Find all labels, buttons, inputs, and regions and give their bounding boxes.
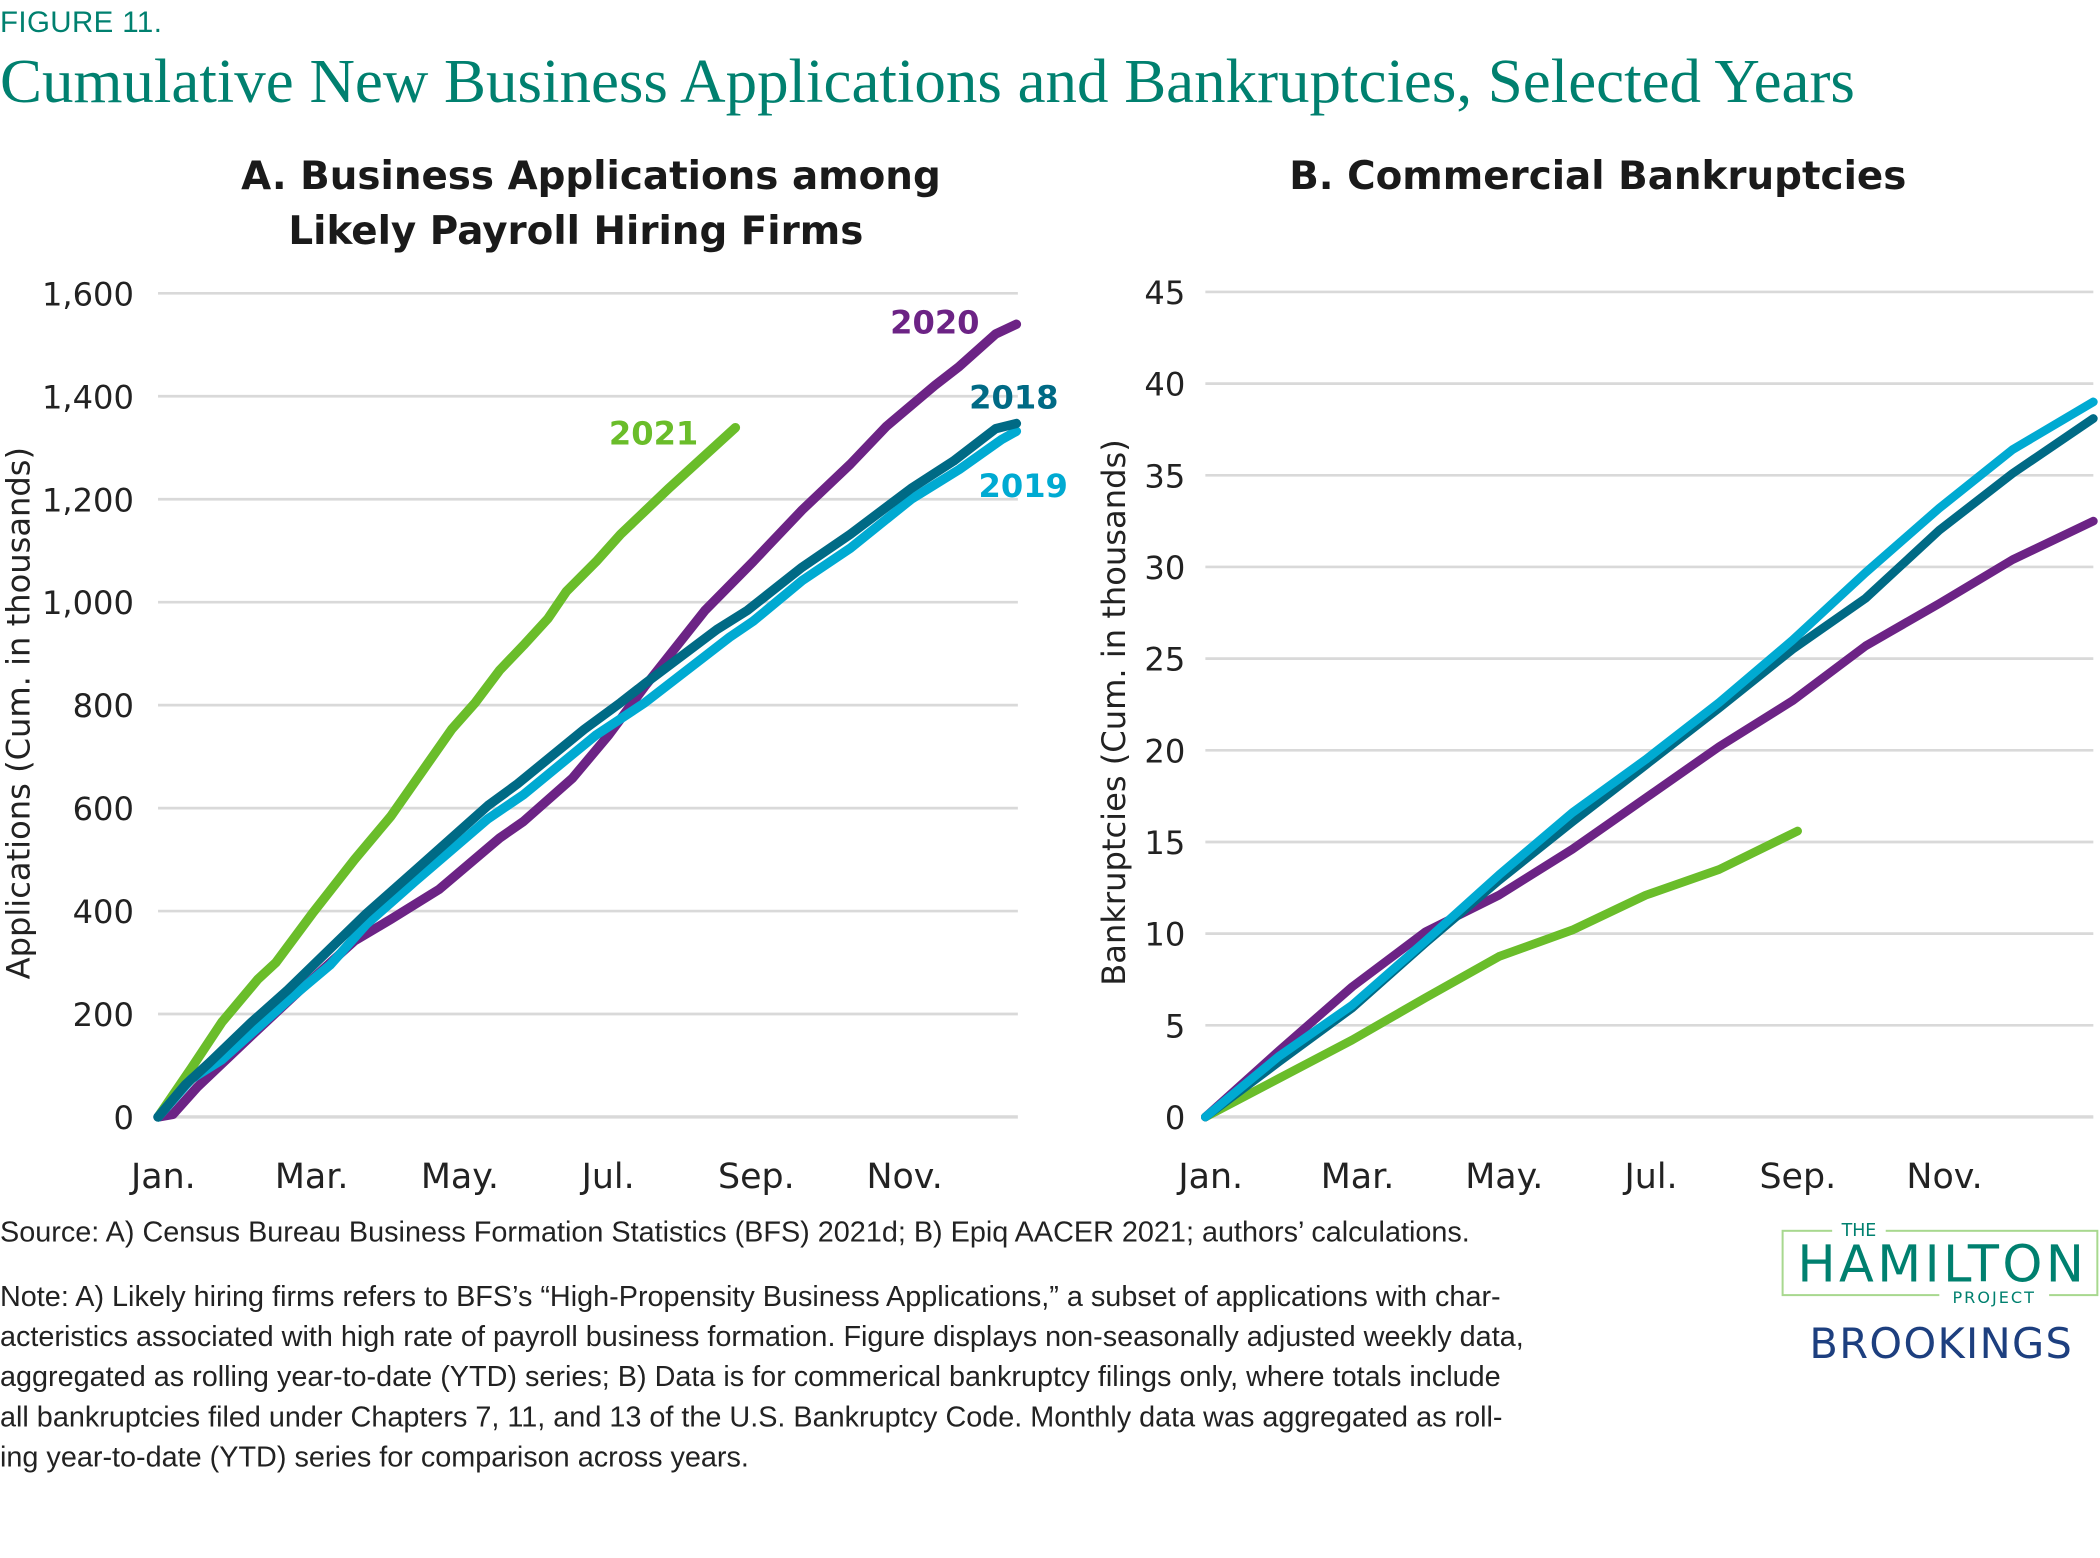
x-tick-label: May. (421, 1157, 499, 1197)
y-tick-label: 1,200 (42, 481, 134, 519)
panel-a-title: A. Business Applications among Likely Pa… (241, 149, 941, 259)
series-line-2020 (1201, 516, 2098, 1122)
x-tick-label: Jul. (580, 1157, 635, 1197)
series-label-2018: 2018 (969, 378, 1058, 416)
source-note: Source: A) Census Bureau Business Format… (0, 1216, 1470, 1249)
x-tick-label: Jan. (1176, 1157, 1243, 1197)
y-tick-label: 200 (73, 996, 134, 1034)
x-tick-label: Nov. (866, 1157, 942, 1197)
x-tick-label: Jan. (129, 1157, 196, 1197)
y-tick-label: 45 (1144, 274, 1185, 312)
y-tick-label: 1,600 (42, 275, 134, 313)
logo-brookings: BROOKINGS (1809, 1319, 2072, 1368)
x-tick-label: Sep. (1759, 1157, 1836, 1197)
figure-label: FIGURE 11. (0, 5, 163, 39)
series-line-2019 (153, 426, 1022, 1122)
y-tick-label: 20 (1144, 732, 1185, 770)
logo-hamilton: HAMILTON (1797, 1236, 2084, 1295)
logo-the: THE (1841, 1221, 1877, 1241)
panel-b-title: B. Commercial Bankruptcies (1289, 152, 1907, 199)
note-line: Note: A) Likely hiring firms refers to B… (0, 1280, 1501, 1313)
series-line-2018 (153, 418, 1022, 1122)
note-line: acteristics associated with high rate of… (0, 1320, 1524, 1353)
panel-a-title-line: A. Business Applications among (241, 152, 941, 199)
series-line-2021 (153, 422, 741, 1122)
y-tick-label: 1,000 (42, 584, 134, 622)
series-label-2020: 2020 (890, 303, 979, 341)
y-tick-label: 5 (1165, 1007, 1185, 1045)
y-tick-label: 40 (1144, 366, 1185, 404)
x-tick-label: Jul. (1622, 1157, 1677, 1197)
y-tick-label: 400 (73, 893, 134, 931)
note-line: aggregated as rolling year-to-date (YTD)… (0, 1360, 1501, 1393)
y-axis-title: Bankruptcies (Cum. in thousands) (1095, 439, 1133, 986)
note: Note: A) Likely hiring firms refers to B… (0, 1276, 1524, 1477)
x-tick-label: Nov. (1906, 1157, 1982, 1197)
series-label-2021: 2021 (609, 415, 698, 453)
y-tick-label: 600 (73, 790, 134, 828)
series-line-2019 (1201, 397, 2098, 1122)
y-tick-label: 15 (1144, 824, 1185, 862)
figure-title: Cumulative New Business Applications and… (0, 46, 1855, 117)
y-tick-label: 800 (73, 687, 134, 725)
y-axis-title: Applications (Cum. in thousands) (0, 447, 37, 979)
x-tick-label: Mar. (1321, 1157, 1395, 1197)
y-tick-label: 0 (113, 1099, 133, 1137)
y-tick-label: 1,400 (42, 378, 134, 416)
panel-a-chart: 0 200 400 600 800 1,000 1,200 1,400 1,600 Jan. Mar… (0, 275, 1022, 1197)
y-tick-label: 35 (1144, 457, 1185, 495)
series-line-2021 (1201, 826, 1802, 1122)
logo-project: PROJECT (1952, 1288, 2035, 1307)
y-tick-label: 10 (1144, 916, 1185, 954)
panel-a-title-line: Likely Payroll Hiring Firms (288, 207, 864, 254)
hamilton-brookings-logo: THE HAMILTON PROJECT BROOKINGS (1781, 1221, 2099, 1368)
y-tick-label: 25 (1144, 641, 1185, 679)
x-tick-label: Mar. (275, 1157, 349, 1197)
note-line: ing year-to-date (YTD) series for compar… (0, 1441, 749, 1474)
x-tick-label: Sep. (718, 1157, 795, 1197)
y-tick-label: 30 (1144, 549, 1185, 587)
note-line: all bankruptcies filed under Chapters 7,… (0, 1400, 1503, 1434)
series-label-2019: 2019 (979, 467, 1068, 505)
x-tick-label: May. (1465, 1157, 1543, 1197)
panel-b-chart: 0 5 10 15 20 25 30 35 40 45 Jan. Mar. May. Jul. Sep. No… (1095, 274, 2098, 1197)
y-tick-label: 0 (1165, 1099, 1185, 1137)
